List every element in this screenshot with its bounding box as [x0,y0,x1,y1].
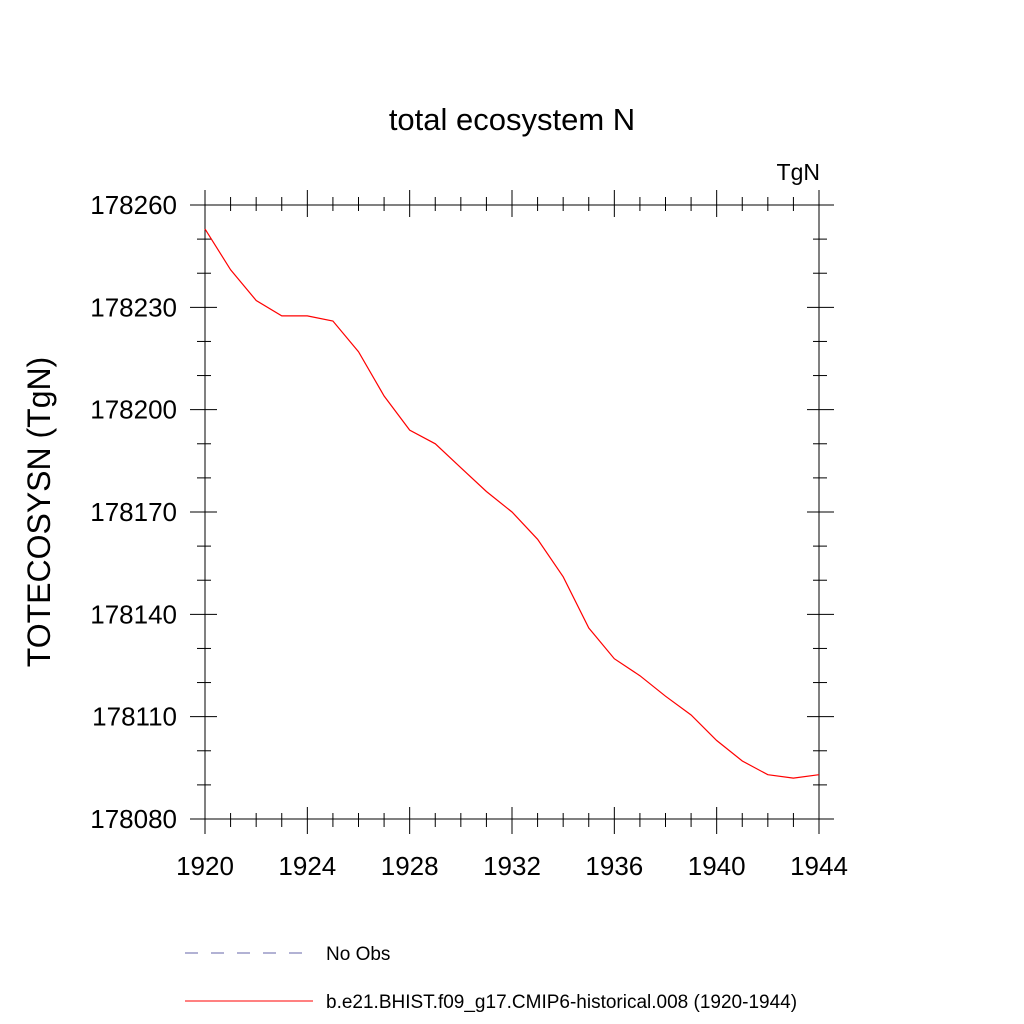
units-label: TgN [777,159,820,185]
data-point [639,675,640,676]
plot-area: 1920 1924 1928 1932 1936 1940 1944 178080 178110… [90,190,848,881]
chart-title: total ecosystem N [389,102,635,137]
data-point [358,351,359,352]
data-point [511,511,512,512]
x-tick-label: 1944 [790,851,848,881]
data-point [204,228,205,229]
y-tick-label: 178260 [90,190,177,220]
data-point [665,696,666,697]
y-axis-label: TOTECOSYSN (TgN) [21,357,57,668]
x-tick-label: 1928 [381,851,439,881]
y-tick-label: 178110 [92,702,177,732]
data-point [332,320,333,321]
x-tick-label: 1936 [585,851,643,881]
data-point [818,774,819,775]
data-point [563,576,564,577]
data-point [230,269,231,270]
y-tick-label: 178200 [90,395,177,425]
data-point [383,395,384,396]
data-point [614,658,615,659]
legend-label-no-obs: No Obs [326,944,390,965]
data-point [767,774,768,775]
data-point [486,491,487,492]
y-tick-label: 178230 [90,292,177,322]
data-point [537,539,538,540]
x-tick-label: 1940 [688,851,746,881]
y-tick-label: 178080 [90,804,177,834]
data-point [409,430,410,431]
data-point [460,467,461,468]
data-point [588,627,589,628]
data-point [690,714,691,715]
data-point [281,315,282,316]
y-tick-label: 178140 [90,599,177,629]
series-line [204,228,820,779]
x-tick-label: 1924 [278,851,336,881]
x-tick-label: 1920 [176,851,234,881]
data-point [742,760,743,761]
data-point [435,443,436,444]
data-point [716,740,717,741]
data-point [256,300,257,301]
data-point [793,777,794,778]
legend: No Obs b.e21.BHIST.f09_g17.CMIP6-histori… [185,944,797,1013]
legend-label-series: b.e21.BHIST.f09_g17.CMIP6-historical.008… [326,992,797,1013]
data-point [307,315,308,316]
x-tick-label: 1932 [483,851,541,881]
y-tick-label: 178170 [90,497,177,527]
